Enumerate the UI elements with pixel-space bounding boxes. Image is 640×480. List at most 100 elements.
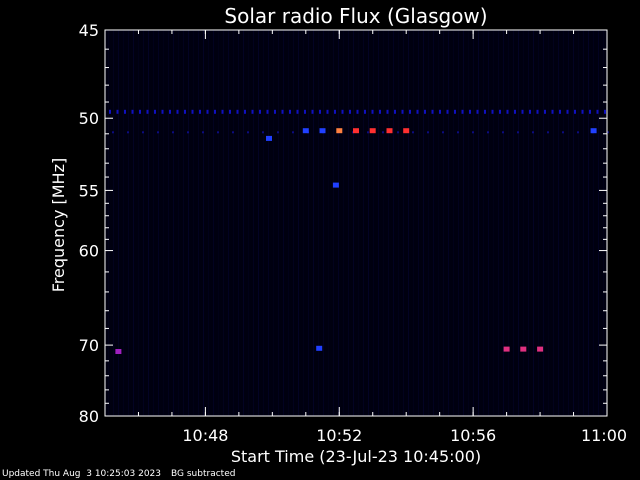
background-stripe	[213, 30, 214, 416]
background-stripe	[118, 30, 119, 416]
background-stripe	[308, 30, 309, 416]
x-tick-label: 11:00	[581, 426, 627, 445]
background-stripe	[418, 30, 419, 416]
background-stripe	[298, 30, 299, 416]
burst-pixel	[316, 345, 323, 351]
band-pixel	[334, 109, 336, 114]
band-pixel-low	[412, 131, 414, 134]
burst-pixel	[302, 128, 309, 134]
y-axis-label: Frequency [MHz]	[49, 158, 68, 292]
y-tick-label: 45	[79, 21, 99, 40]
background-stripe	[488, 30, 489, 416]
band-pixel-low	[157, 131, 159, 134]
band-pixel	[296, 109, 299, 114]
band-pixel-low	[532, 131, 534, 134]
band-pixel	[311, 109, 314, 114]
y-axis-ticks: 45 50 55 60 70 80	[79, 21, 607, 426]
band-pixel	[304, 109, 306, 114]
band-pixel	[394, 109, 396, 114]
chart-title: Solar radio Flux (Glasgow)	[224, 4, 487, 28]
band-pixel	[176, 109, 179, 114]
band-pixel-low	[232, 131, 234, 134]
background-stripe	[478, 30, 479, 416]
y-tick-label: 80	[79, 407, 99, 426]
band-pixel	[266, 109, 269, 114]
background-stripe	[353, 30, 354, 416]
y-tick-label: 55	[79, 181, 99, 200]
background-stripe	[588, 30, 589, 416]
band-pixel	[574, 109, 576, 114]
background-stripe	[278, 30, 279, 416]
x-tick-label: 10:48	[182, 426, 228, 445]
band-pixel	[424, 109, 426, 114]
background-stripe	[493, 30, 494, 416]
background-stripe	[218, 30, 219, 416]
background-stripe	[468, 30, 469, 416]
background-stripe	[358, 30, 359, 416]
background-stripe	[583, 30, 584, 416]
burst-pixel	[353, 128, 359, 134]
burst-pixel	[336, 128, 343, 134]
burst-pixel	[403, 128, 410, 134]
background-stripe	[408, 30, 409, 416]
band-pixel	[439, 109, 441, 114]
band-pixel	[244, 109, 246, 114]
background-stripe	[173, 30, 174, 416]
background-stripe	[448, 30, 449, 416]
band-pixel	[476, 109, 479, 114]
band-pixel	[521, 109, 524, 114]
background-stripe	[258, 30, 259, 416]
background-stripe	[413, 30, 414, 416]
band-pixel	[319, 109, 321, 114]
burst-pixel	[537, 346, 544, 352]
background-stripe	[528, 30, 529, 416]
background-stripe	[288, 30, 289, 416]
band-pixel-low	[202, 131, 204, 134]
background-stripe	[143, 30, 144, 416]
band-pixel	[184, 109, 186, 114]
band-pixel	[454, 109, 456, 114]
background-stripe	[343, 30, 344, 416]
band-pixel-low	[277, 131, 279, 134]
background-stripe	[323, 30, 324, 416]
background-stripe	[108, 30, 109, 416]
background-stripe	[403, 30, 404, 416]
background-stripe	[378, 30, 379, 416]
background-stripe	[148, 30, 149, 416]
background-stripe	[508, 30, 509, 416]
band-pixel	[116, 109, 119, 114]
background-stripe	[423, 30, 424, 416]
background-stripe	[523, 30, 524, 416]
band-pixel	[566, 109, 569, 114]
band-pixel	[206, 109, 209, 114]
background-stripe	[188, 30, 189, 416]
background-stripe	[128, 30, 129, 416]
burst-pixel	[115, 349, 122, 354]
background-stripe	[163, 30, 164, 416]
band-pixel-low	[382, 131, 384, 134]
background-stripe	[313, 30, 314, 416]
background-stripe	[503, 30, 504, 416]
background-stripe	[373, 30, 374, 416]
background-stripe	[208, 30, 209, 416]
y-tick-label: 60	[79, 242, 99, 261]
background-stripe	[548, 30, 549, 416]
background-stripe	[383, 30, 384, 416]
band-pixel-low	[217, 131, 219, 134]
background-stripe	[543, 30, 544, 416]
background-stripe	[463, 30, 464, 416]
background-stripe	[223, 30, 224, 416]
background-stripe	[158, 30, 159, 416]
band-pixel-low	[127, 131, 129, 134]
band-pixel	[154, 109, 156, 114]
background-stripe	[438, 30, 439, 416]
band-pixel	[544, 109, 546, 114]
band-pixel-low	[427, 131, 429, 134]
background-stripe	[443, 30, 444, 416]
band-pixel-low	[502, 131, 504, 134]
band-pixel	[236, 109, 239, 114]
background-stripe	[483, 30, 484, 416]
band-pixel	[169, 109, 171, 114]
band-pixel	[356, 109, 359, 114]
